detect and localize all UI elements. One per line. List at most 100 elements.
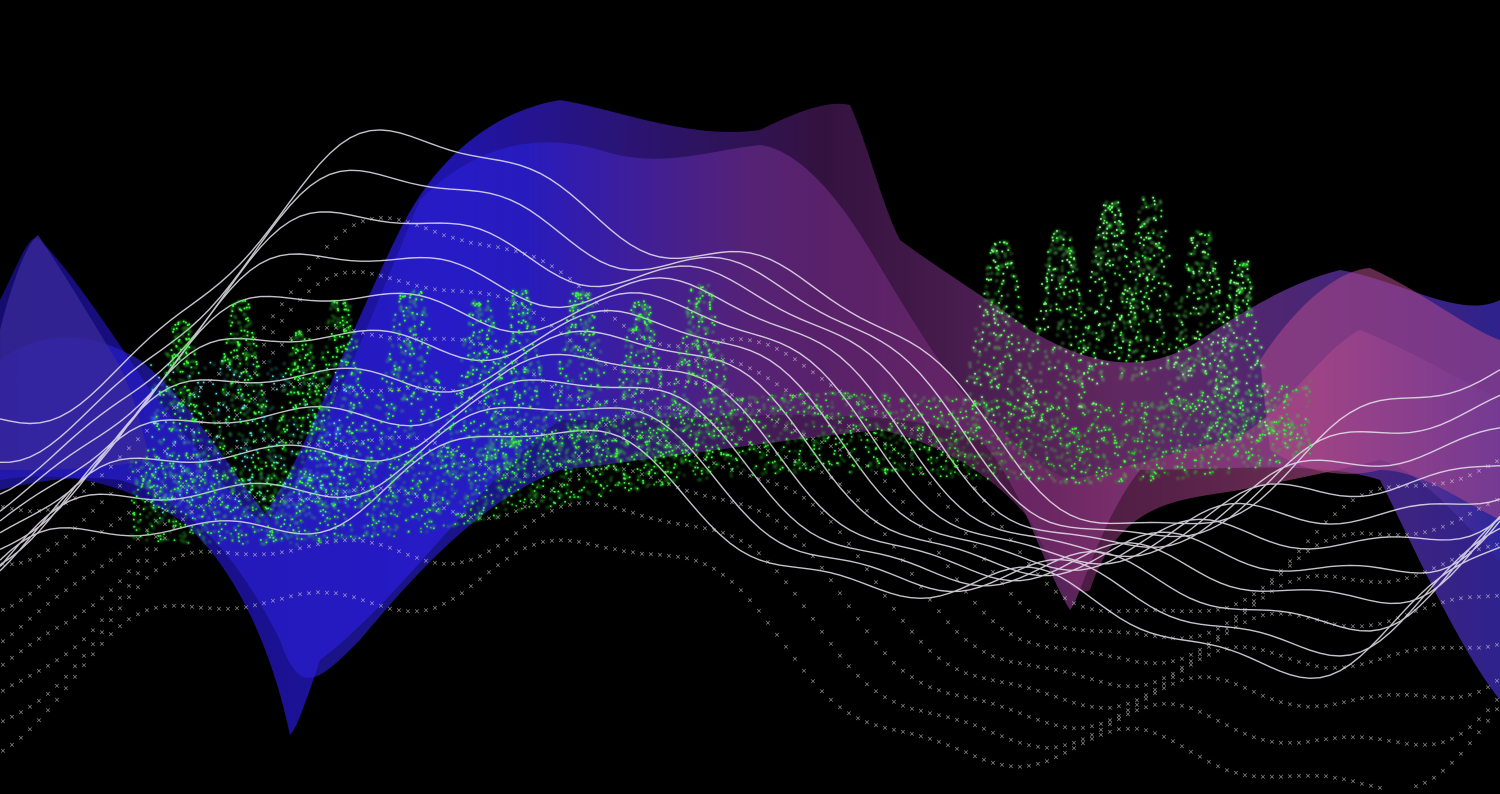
point [381,511,383,514]
point [232,333,235,335]
cross-marker: × [126,594,132,602]
cross-marker: × [918,732,924,740]
cross-marker: × [9,741,15,749]
point [1243,461,1245,464]
cross-marker: × [486,515,492,523]
point [239,326,242,329]
point [264,509,266,512]
cross-marker: × [873,688,879,696]
cross-marker: × [756,550,762,558]
point [263,409,266,412]
cross-marker: × [837,528,843,536]
cross-marker: × [1467,740,1473,748]
cross-marker: × [423,225,429,233]
point [445,482,448,485]
point [431,487,434,489]
cross-marker: × [1368,578,1374,586]
point [508,463,511,465]
cross-marker: × [1476,467,1482,475]
point [944,465,947,468]
cross-marker: × [63,533,69,541]
cross-marker: × [900,617,906,625]
point [1195,449,1197,451]
point [1206,445,1208,447]
point [510,472,513,474]
cross-marker: × [9,654,15,662]
point [872,440,875,443]
point [239,358,241,360]
point [1195,418,1197,421]
cross-marker: × [333,324,339,332]
point [200,471,202,473]
cross-marker: × [963,749,969,757]
cross-marker: × [513,549,519,557]
point [1083,450,1085,452]
point [1272,445,1274,448]
point [1188,448,1191,451]
point [941,439,943,442]
cross-marker: × [495,513,501,521]
point [328,512,330,514]
point [1173,401,1176,404]
point [752,409,754,412]
point [355,465,358,468]
cross-marker: × [1062,668,1068,676]
cross-marker: × [774,451,780,459]
point [432,453,434,456]
point [1175,447,1178,450]
point [1289,398,1292,401]
point [898,463,901,466]
cross-marker: × [1053,722,1059,730]
point [180,342,182,344]
cross-marker: × [513,530,519,538]
cross-marker: × [18,708,24,716]
cross-marker: × [270,495,276,503]
cross-marker: × [1080,735,1086,743]
cross-marker: × [72,580,78,588]
point [823,436,825,439]
point [712,432,715,434]
cross-marker: × [972,485,978,493]
cross-marker: × [1413,572,1419,580]
cross-marker: × [288,288,294,296]
cross-marker: × [1143,607,1149,615]
cross-marker: × [36,552,42,560]
cross-marker: × [1161,607,1167,615]
point [186,364,189,367]
point [1304,428,1306,431]
point [406,504,409,507]
point [732,405,734,407]
cross-marker: × [450,335,456,343]
point [885,394,888,396]
point [135,468,137,471]
point [1023,405,1026,407]
cross-marker: × [1026,762,1032,770]
point [939,438,941,441]
point [728,404,731,407]
point [1060,456,1063,459]
cross-marker: × [216,419,222,427]
point [1237,447,1239,450]
cross-marker: × [1449,556,1455,564]
point [137,521,139,523]
point [296,543,298,546]
cross-marker: × [783,484,789,492]
point [1307,388,1310,391]
cross-marker: × [297,496,303,504]
point [1036,480,1038,482]
point [200,469,202,472]
cross-marker: × [432,285,438,293]
point [260,461,263,463]
cross-marker: × [1359,623,1365,631]
cross-marker: × [576,453,582,461]
point [803,409,806,412]
point [754,445,756,448]
cross-marker: × [540,315,546,323]
point [1079,452,1081,454]
cross-marker: × [927,735,933,743]
point [540,458,543,460]
point [130,534,133,536]
point [514,444,516,447]
cross-marker: × [909,460,915,468]
cross-marker: × [225,422,231,430]
